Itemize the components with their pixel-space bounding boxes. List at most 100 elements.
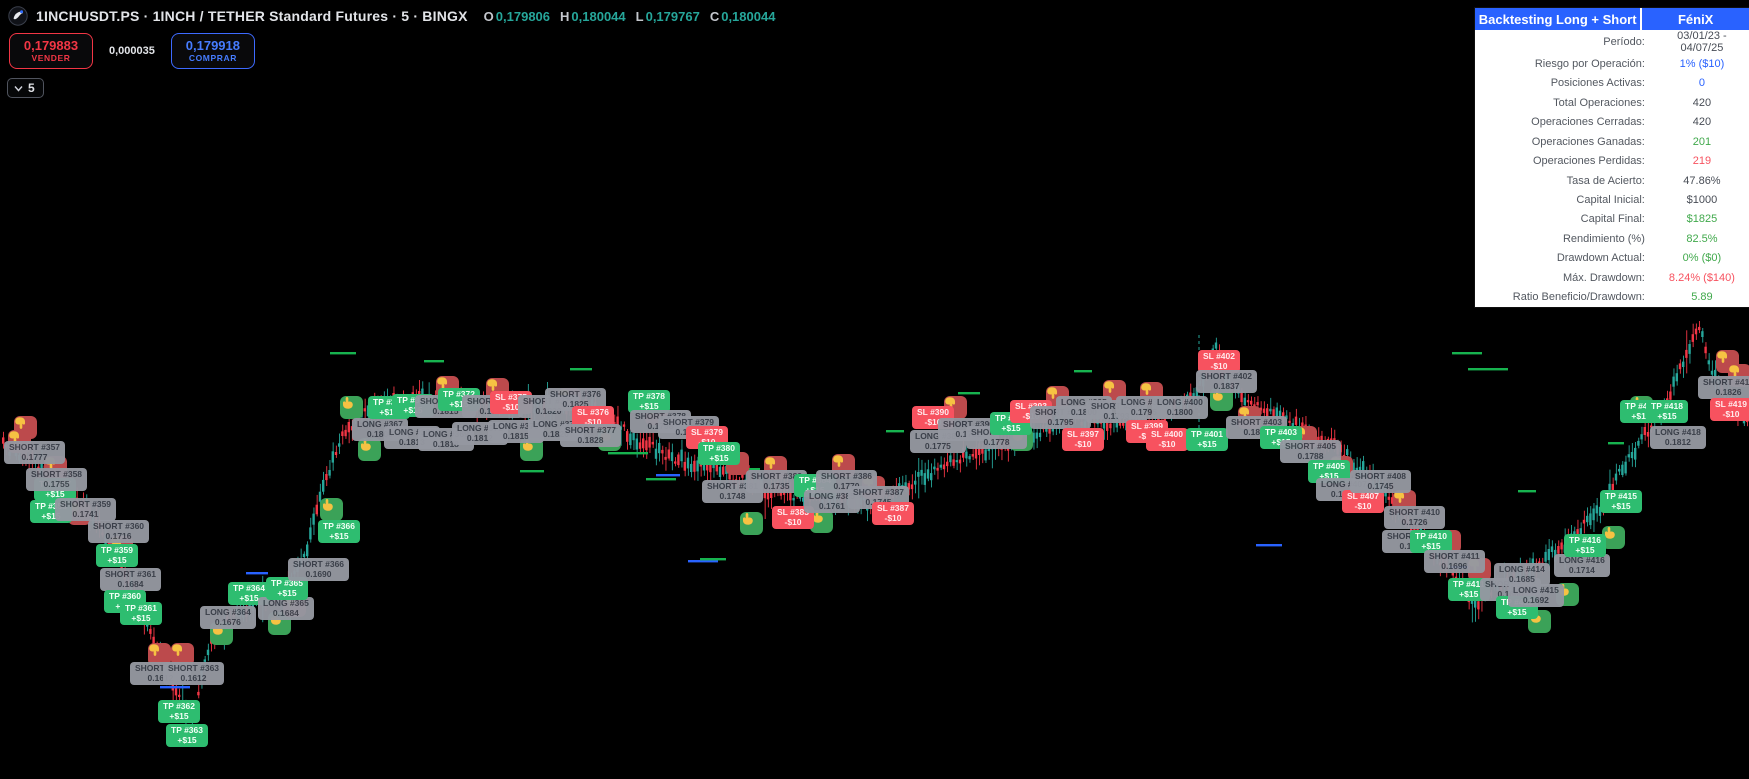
stat-value: 8.24% ($140) [1668, 271, 1735, 284]
stat-value: 0 [1698, 77, 1705, 90]
stat-label: Operaciones Cerradas: [1531, 116, 1645, 129]
trade-entry-label: SHORT #402 0.1837 [1196, 370, 1258, 393]
chevron-down-icon [14, 85, 23, 92]
take-profit-label: TP #410 +$15 [1410, 530, 1452, 553]
trade-entry-label: LONG #400 0.1800 [1152, 396, 1208, 419]
take-profit-label: TP #378 +$15 [628, 390, 670, 413]
stop-loss-label: SL #397 -$10 [1062, 428, 1104, 451]
trade-entry-label: SHORT #366 0.1690 [288, 558, 350, 581]
stop-loss-label: SL #419 -$10 [1710, 398, 1749, 421]
stat-label: Total Operaciones: [1553, 96, 1645, 109]
sell-button[interactable]: 0,179883 VENDER [9, 33, 93, 69]
trade-entry-label: LONG #416 0.1714 [1554, 554, 1610, 577]
take-profit-label: TP #401 +$15 [1186, 428, 1228, 451]
stat-label: Máx. Drawdown: [1562, 271, 1645, 284]
take-profit-label: TP #411 +$15 [1448, 578, 1490, 601]
backtest-stat-row: Capital Inicial: $1000 [1475, 190, 1749, 209]
chart-header: 1INCHUSDT.PS · 1INCH / TETHER Standard F… [8, 6, 775, 26]
backtest-stat-row: Operaciones Cerradas: 420 [1475, 112, 1749, 131]
take-profit-label: TP #361 +$15 [120, 602, 162, 625]
take-profit-label: TP #365 +$15 [266, 577, 308, 600]
backtesting-strategy-name: FéniX [1640, 8, 1749, 30]
take-profit-label: TP #363 +$15 [166, 724, 208, 747]
stat-label: Posiciones Activas: [1550, 77, 1645, 90]
long-marker-icon [810, 510, 833, 533]
stop-loss-label: SL #407 -$10 [1342, 490, 1384, 513]
long-marker-icon [320, 498, 343, 521]
stat-value: 201 [1692, 135, 1712, 148]
backtest-stat-row: Drawdown Actual: 0% ($0) [1475, 249, 1749, 268]
backtest-stat-row: Rendimiento (%) 82.5% [1475, 229, 1749, 248]
trade-entry-label: SHORT #382 0.1735 [746, 470, 808, 493]
buy-button[interactable]: 0,179918 COMPRAR [170, 33, 255, 69]
ohlc-value: 0,179806 [495, 8, 551, 24]
backtest-stat-row: Posiciones Activas: 0 [1475, 73, 1749, 92]
trade-entry-label: SHORT #361 0.1684 [100, 568, 162, 591]
long-marker-icon [358, 438, 381, 461]
stat-label: Drawdown Actual: [1556, 252, 1645, 265]
symbol-title[interactable]: 1INCHUSDT.PS · 1INCH / TETHER Standard F… [36, 8, 468, 24]
ohlc-values: O 0,179806 H 0,180044 L 0,179767 C 0,180044 [476, 9, 776, 24]
take-profit-label: TP #415 +$15 [1600, 490, 1642, 513]
long-marker-icon [340, 396, 363, 419]
stat-value: 03/01/23 - 04/07/25 [1677, 30, 1727, 54]
symbol-logo-icon [8, 6, 28, 26]
trade-entry-label: LONG #364 0.1676 [200, 606, 256, 629]
stat-value: 1% ($10) [1679, 57, 1725, 70]
backtest-stat-row: Tasa de Acierto: 47.86% [1475, 171, 1749, 190]
stop-loss-label: SL #376 -$10 [572, 406, 614, 429]
backtest-stat-row: Total Operaciones: 420 [1475, 93, 1749, 112]
short-marker-icon [148, 643, 171, 666]
sell-price: 0,179883 [23, 38, 79, 53]
trade-entry-label: LONG #418 0.1812 [1650, 426, 1706, 449]
trade-entry-label: SHORT #359 0.1741 [55, 498, 117, 521]
order-buttons-row: 0,179883 VENDER 0,000035 0,179918 COMPRA… [9, 33, 255, 69]
take-profit-label: TP #362 +$15 [158, 700, 200, 723]
take-profit-label: TP #366 +$15 [318, 520, 360, 543]
short-marker-icon [171, 643, 194, 666]
backtest-stat-row: Riesgo por Operación: 1% ($10) [1475, 54, 1749, 73]
buy-label: COMPRAR [188, 53, 237, 63]
stat-label: Riesgo por Operación: [1534, 57, 1645, 70]
stat-label: Ratio Beneficio/Drawdown: [1512, 291, 1645, 304]
backtest-stat-row: Operaciones Ganadas: 201 [1475, 132, 1749, 151]
stat-value: 420 [1692, 96, 1712, 109]
backtesting-panel: Backtesting Long + Short FéniX Período: 0… [1475, 8, 1749, 307]
trade-entry-label: SHORT #358 0.1755 [26, 468, 88, 491]
long-marker-icon [1602, 526, 1625, 549]
timeframe-selector[interactable]: 5 [7, 78, 44, 98]
stat-value: 5.89 [1691, 291, 1713, 304]
stat-value: $1825 [1686, 213, 1718, 226]
stat-label: Período: [1603, 36, 1645, 48]
stat-label: Tasa de Acierto: [1566, 174, 1645, 187]
ohlc-value: 0,180044 [721, 8, 776, 24]
ohlc-key: H [560, 8, 570, 24]
take-profit-label: TP #418 +$15 [1646, 400, 1688, 423]
spread-value: 0,000035 [109, 45, 155, 57]
trade-entry-label: LONG #365 0.1684 [258, 597, 314, 620]
take-profit-label: TP #405 +$15 [1308, 460, 1350, 483]
backtesting-panel-title: Backtesting Long + Short [1478, 11, 1637, 27]
backtest-stat-row: Operaciones Perdidas: 219 [1475, 151, 1749, 170]
trade-entry-label: SHORT #405 0.1788 [1280, 440, 1342, 463]
trade-entry-label: SHORT #408 0.1745 [1350, 470, 1412, 493]
trade-entry-label: SHORT #410 0.1726 [1384, 506, 1446, 529]
ohlc-key: C [709, 8, 720, 24]
stat-label: Capital Inicial: [1576, 194, 1645, 207]
take-profit-label: TP #380 +$15 [698, 442, 740, 465]
stop-loss-label: SL #400 -$10 [1146, 428, 1188, 451]
ohlc-key: L [635, 8, 644, 24]
long-marker-icon [1210, 388, 1233, 411]
trade-entry-label: SHORT #419 0.1826 [1698, 376, 1749, 399]
trade-entry-label: SHORT #411 0.1696 [1424, 550, 1485, 573]
buy-price: 0,179918 [185, 38, 240, 53]
stat-value: 47.86% [1683, 174, 1721, 187]
trade-entry-label: LONG #414 0.1685 [1494, 563, 1550, 586]
take-profit-label: TP #416 +$15 [1564, 534, 1606, 557]
timeframe-value: 5 [28, 81, 35, 95]
backtesting-panel-header: Backtesting Long + Short FéniX [1475, 8, 1749, 30]
stat-label: Rendimiento (%) [1562, 232, 1645, 245]
ohlc-value: 0,180044 [571, 8, 626, 24]
